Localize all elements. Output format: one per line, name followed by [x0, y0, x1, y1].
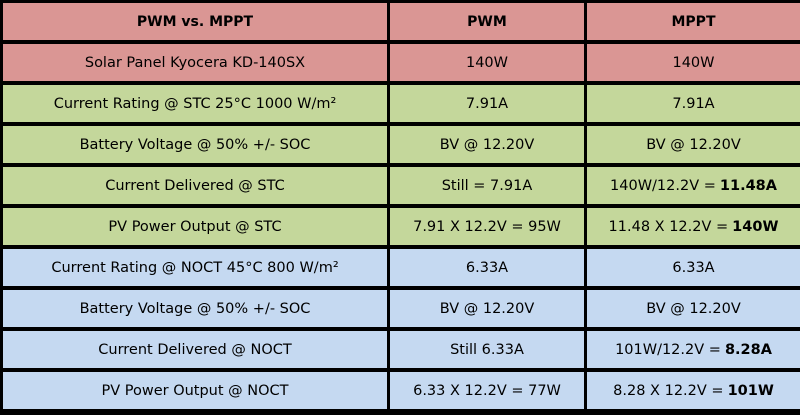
row-label: Battery Voltage @ 50% +/- SOC [3, 126, 387, 163]
row-mppt-value: 140W/12.2V = 11.48A [587, 167, 800, 204]
row-label: Solar Panel Kyocera KD-140SX [3, 44, 387, 81]
row-mppt-value: BV @ 12.20V [587, 126, 800, 163]
mppt-text: BV @ 12.20V [646, 136, 741, 153]
row-pwm-value: BV @ 12.20V [390, 290, 584, 327]
row-label: Current Rating @ STC 25°C 1000 W/m² [3, 85, 387, 122]
row-label: Battery Voltage @ 50% +/- SOC [3, 290, 387, 327]
row-label: Current Delivered @ STC [3, 167, 387, 204]
row-pwm-value: 6.33 X 12.2V = 77W [390, 372, 584, 409]
row-mppt-value: 6.33A [587, 249, 800, 286]
row-label: PV Power Output @ NOCT [3, 372, 387, 409]
row-pwm-value: BV @ 12.20V [390, 126, 584, 163]
row-mppt-value: 140W [587, 44, 800, 81]
header-pwm: PWM [390, 3, 584, 40]
mppt-text: 6.33A [672, 259, 715, 276]
mppt-text: 8.28 X 12.2V = [613, 382, 724, 399]
mppt-bold-result: 101W [727, 382, 774, 399]
row-mppt-value: 11.48 X 12.2V = 140W [587, 208, 800, 245]
mppt-text: BV @ 12.20V [646, 300, 741, 317]
mppt-text: 7.91A [672, 95, 715, 112]
row-pwm-value: Still = 7.91A [390, 167, 584, 204]
header-title: PWM vs. MPPT [3, 3, 387, 40]
row-pwm-value: 7.91A [390, 85, 584, 122]
row-mppt-value: BV @ 12.20V [587, 290, 800, 327]
row-label: Current Rating @ NOCT 45°C 800 W/m² [3, 249, 387, 286]
row-pwm-value: 140W [390, 44, 584, 81]
mppt-text: 140W/12.2V = [610, 177, 716, 194]
mppt-bold-result: 8.28A [724, 341, 772, 358]
mppt-text: 11.48 X 12.2V = [608, 218, 729, 235]
row-pwm-value: 7.91 X 12.2V = 95W [390, 208, 584, 245]
mppt-text: 140W [672, 54, 715, 71]
row-pwm-value: Still 6.33A [390, 331, 584, 368]
row-mppt-value: 101W/12.2V = 8.28A [587, 331, 800, 368]
mppt-bold-result: 11.48A [719, 177, 777, 194]
row-mppt-value: 7.91A [587, 85, 800, 122]
mppt-bold-result: 140W [732, 218, 779, 235]
row-mppt-value: 8.28 X 12.2V = 101W [587, 372, 800, 409]
row-label: PV Power Output @ STC [3, 208, 387, 245]
row-label: Current Delivered @ NOCT [3, 331, 387, 368]
comparison-table: PWM vs. MPPT PWM MPPT Solar Panel Kyocer… [3, 3, 800, 409]
row-pwm-value: 6.33A [390, 249, 584, 286]
mppt-text: 101W/12.2V = [615, 341, 721, 358]
header-mppt: MPPT [587, 3, 800, 40]
